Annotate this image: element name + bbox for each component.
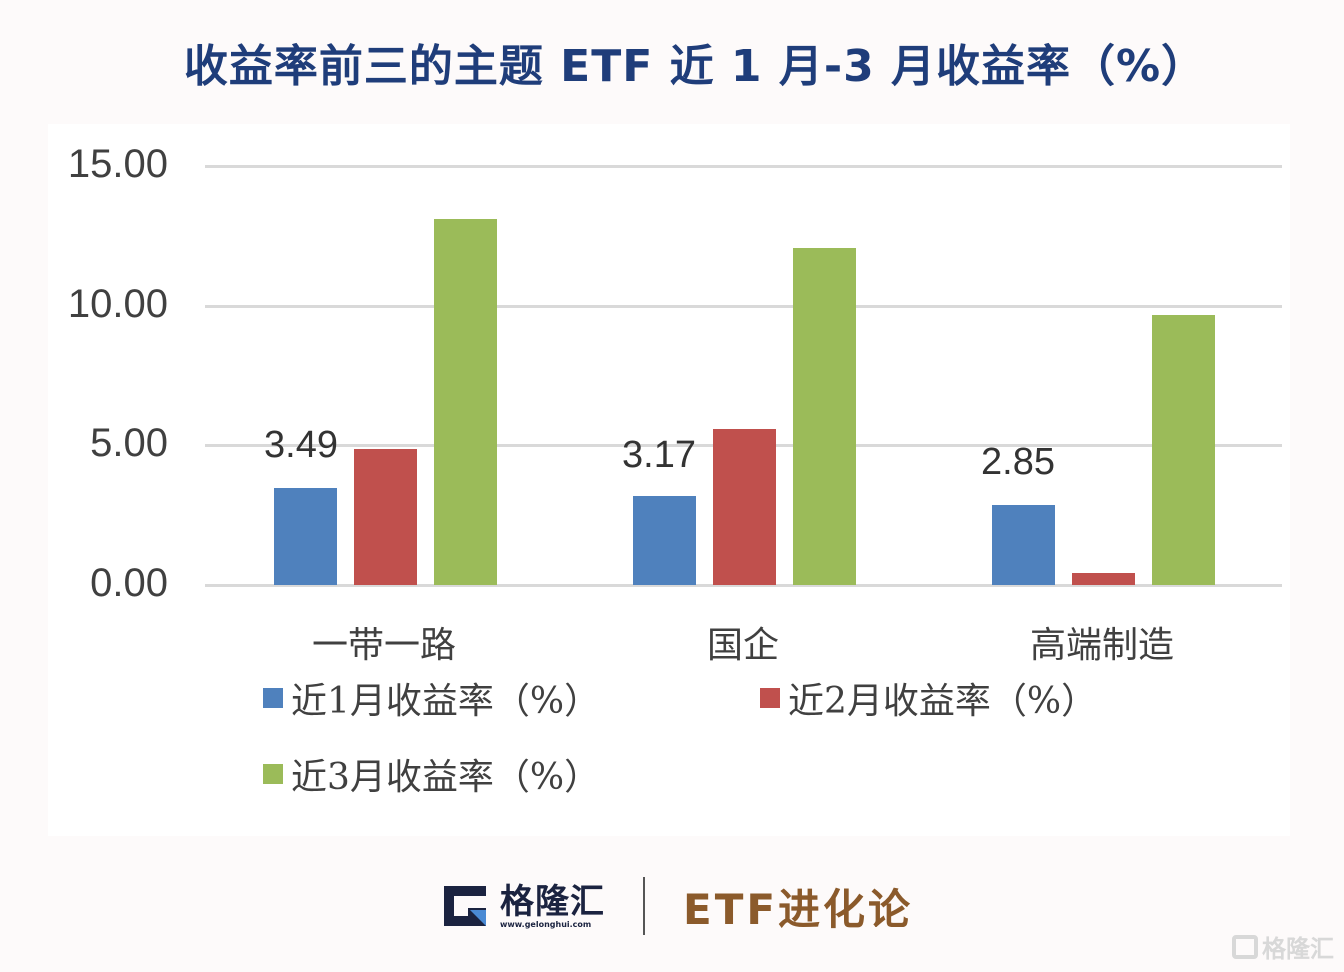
- logo-name: 格隆汇: [500, 881, 605, 922]
- data-label: 3.17: [622, 434, 696, 476]
- bar: [274, 487, 337, 585]
- y-tick-label: 0.00: [90, 561, 168, 605]
- bar: [633, 496, 696, 585]
- chart-title: 收益率前三的主题 ETF 近 1 月-3 月收益率（%）: [183, 41, 1207, 92]
- legend-label: 近3月收益率（%）: [291, 757, 601, 798]
- legend-swatch-icon: [263, 764, 283, 784]
- footer: 格隆汇 www.gelonghui.com ETF进化论: [440, 876, 913, 936]
- data-label: 2.85: [981, 441, 1055, 483]
- data-label: 3.49: [264, 424, 338, 466]
- brand-name: ETF进化论: [683, 884, 914, 934]
- bar: [713, 429, 776, 585]
- bar: [434, 219, 497, 585]
- bar: [793, 247, 856, 585]
- y-tick-label: 15.00: [67, 142, 168, 187]
- legend-item: 近3月收益率（%）: [263, 748, 600, 800]
- gridline: [205, 304, 1282, 308]
- legend-item: 近2月收益率（%）: [760, 672, 1097, 724]
- footer-divider: [643, 877, 645, 935]
- watermark: 格隆汇: [1232, 929, 1334, 964]
- legend-item: 近1月收益率（%）: [263, 672, 600, 724]
- bar: [992, 505, 1055, 585]
- legend-swatch-icon: [760, 688, 780, 708]
- x-category-label: 国企: [706, 625, 779, 666]
- bar: [1072, 572, 1135, 585]
- gridline: [205, 584, 1282, 587]
- legend-swatch-icon: [263, 688, 283, 708]
- watermark-logo-icon: [1232, 934, 1258, 959]
- gelonghui-logo-icon: [440, 882, 492, 930]
- gridline: [205, 165, 1282, 169]
- chart-panel: [48, 124, 1290, 836]
- legend-label: 近2月收益率（%）: [788, 681, 1098, 722]
- legend-label: 近1月收益率（%）: [291, 681, 601, 722]
- x-category-label: 高端制造: [1029, 625, 1174, 666]
- bar: [1152, 314, 1215, 585]
- bar: [354, 449, 417, 585]
- x-category-label: 一带一路: [311, 625, 456, 666]
- y-tick-label: 5.00: [90, 421, 168, 466]
- watermark-text: 格隆汇: [1262, 935, 1334, 963]
- logo-url: www.gelonghui.com: [500, 919, 592, 929]
- y-tick-label: 10.00: [67, 281, 168, 326]
